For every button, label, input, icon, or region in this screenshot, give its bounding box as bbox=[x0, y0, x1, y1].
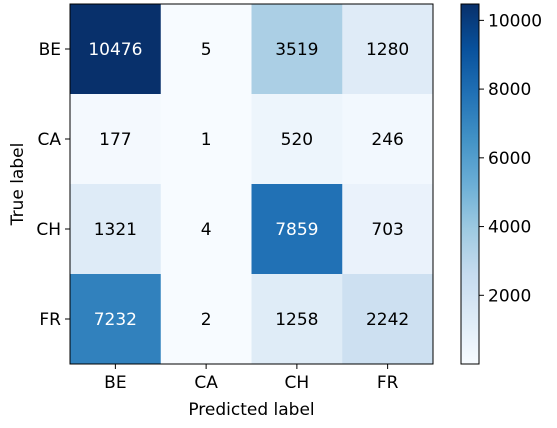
cell-value-label: 177 bbox=[99, 130, 131, 150]
colorbar-tick-label: 10000 bbox=[488, 11, 542, 31]
heatmap-cell bbox=[160, 94, 252, 185]
cell-value-label: 2 bbox=[201, 310, 212, 330]
heatmap-cell bbox=[251, 184, 343, 275]
x-tick-label: CA bbox=[194, 373, 218, 393]
colorbar-tick-label: 6000 bbox=[488, 149, 531, 169]
heatmap-cell bbox=[342, 94, 434, 185]
heatmap-cell bbox=[251, 94, 343, 185]
y-tick-label: CH bbox=[36, 220, 61, 240]
heatmap-cell bbox=[342, 274, 434, 365]
cell-value-label: 1258 bbox=[275, 310, 318, 330]
cell-value-label: 703 bbox=[371, 220, 403, 240]
cell-value-label: 1321 bbox=[94, 220, 137, 240]
cell-value-label: 2242 bbox=[366, 310, 409, 330]
colorbar bbox=[460, 3, 480, 365]
cell-value-label: 3519 bbox=[275, 40, 318, 60]
cell-value-label: 1 bbox=[201, 130, 212, 150]
heatmap-cell bbox=[70, 94, 162, 185]
cell-value-label: 246 bbox=[371, 130, 403, 150]
heatmap-cell bbox=[70, 274, 162, 365]
cell-value-label: 5 bbox=[201, 40, 212, 60]
colorbar-tick-label: 4000 bbox=[488, 218, 531, 238]
heatmap-cell bbox=[70, 4, 162, 95]
cell-value-label: 1280 bbox=[366, 40, 409, 60]
colorbar-ticks: 2000 4000 6000 8000 10000 bbox=[479, 11, 542, 306]
heatmap-cell bbox=[160, 184, 252, 275]
y-tick-label: FR bbox=[39, 310, 61, 330]
cell-value-label: 10476 bbox=[88, 40, 142, 60]
x-axis-label: Predicted label bbox=[188, 400, 314, 420]
heatmap-cell bbox=[251, 274, 343, 365]
heatmap-cell bbox=[70, 184, 162, 275]
plot-frame bbox=[69, 3, 434, 365]
cell-value-label: 7859 bbox=[275, 220, 318, 240]
colorbar-tick-label: 2000 bbox=[488, 286, 531, 306]
heatmap-cell bbox=[160, 274, 252, 365]
heatmap-cell bbox=[342, 184, 434, 275]
x-tick-label: FR bbox=[377, 373, 399, 393]
heatmap-cell bbox=[251, 4, 343, 95]
x-tick-label: CH bbox=[285, 373, 310, 393]
heatmap-cell bbox=[342, 4, 434, 95]
y-tick-label: BE bbox=[39, 40, 61, 60]
x-ticks: BE CA CH FR bbox=[104, 364, 399, 393]
y-tick-label: CA bbox=[38, 130, 62, 150]
y-ticks: BE CA CH FR bbox=[36, 40, 70, 330]
cell-value-label: 520 bbox=[281, 130, 313, 150]
y-axis-label: True label bbox=[8, 143, 28, 227]
cell-value-label: 4 bbox=[201, 220, 212, 240]
cell-value-label: 7232 bbox=[94, 310, 137, 330]
heatmap-cells: 10476 5 3519 1280 177 1 520 246 1321 4 7859 703 7232… bbox=[70, 4, 434, 365]
colorbar-tick-label: 8000 bbox=[488, 80, 531, 100]
x-tick-label: BE bbox=[104, 373, 126, 393]
heatmap-cell bbox=[160, 4, 252, 95]
